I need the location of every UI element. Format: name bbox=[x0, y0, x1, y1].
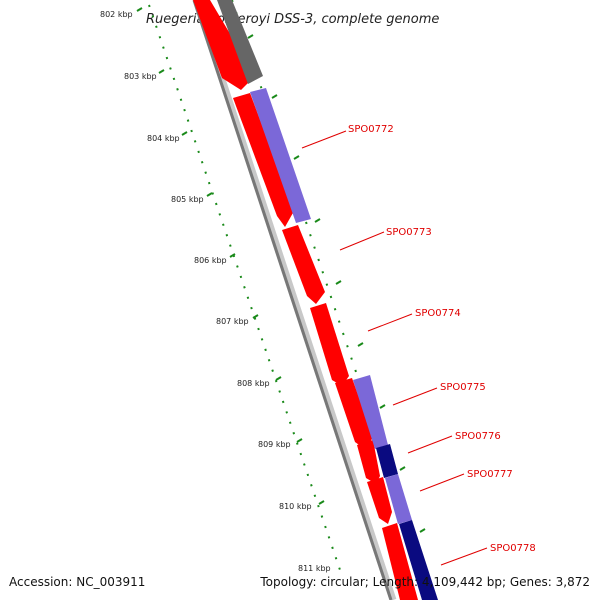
tick-mark bbox=[158, 69, 165, 74]
genome-title: Ruegeria pomeroyi DSS-3, complete genome bbox=[146, 12, 439, 27]
gene-label[interactable]: SPO0775 bbox=[440, 382, 486, 393]
kbp-label: 802 kbp bbox=[100, 10, 133, 19]
tick-mark bbox=[296, 438, 303, 443]
cds-forward[interactable] bbox=[357, 440, 380, 484]
gene-label[interactable]: SPO0778 bbox=[490, 543, 536, 554]
cds-forward[interactable] bbox=[382, 523, 418, 600]
cds-forward[interactable] bbox=[310, 303, 349, 386]
cds-reverse[interactable] bbox=[353, 375, 388, 449]
cds-forward[interactable] bbox=[193, 0, 255, 90]
gene-label[interactable]: SPO0777 bbox=[467, 469, 513, 480]
genome-backbone bbox=[192, 0, 397, 600]
kbp-label: 804 kbp bbox=[147, 134, 180, 143]
gene-label[interactable]: SPO0774 bbox=[415, 308, 461, 319]
kbp-label: 810 kbp bbox=[279, 502, 312, 511]
scale-ticks: 802 kbp 803 kbp 804 kbp 805 kbp 806 kbp … bbox=[100, 7, 331, 573]
reverse-cds-track bbox=[217, 0, 438, 600]
accession-text: Accession: NC_003911 bbox=[9, 575, 146, 589]
genome-stats-text: Topology: circular; Length: 4,109,442 bp… bbox=[260, 575, 590, 589]
cds-dark[interactable] bbox=[399, 520, 438, 600]
tick-mark bbox=[181, 131, 188, 136]
cds-forward[interactable] bbox=[233, 93, 294, 227]
tick-mark bbox=[318, 500, 325, 505]
scale-ruler-inner bbox=[148, 4, 341, 571]
forward-cds-track bbox=[193, 0, 418, 600]
cds-reverse[interactable] bbox=[250, 88, 311, 223]
tick-mark bbox=[252, 314, 259, 319]
gene-label[interactable]: SPO0773 bbox=[386, 227, 432, 238]
cds-forward[interactable] bbox=[282, 225, 325, 304]
tick-mark bbox=[206, 192, 213, 197]
cds-reverse[interactable] bbox=[385, 474, 412, 524]
kbp-label: 806 kbp bbox=[194, 256, 227, 265]
cds-grey[interactable] bbox=[217, 0, 263, 84]
kbp-label: 807 kbp bbox=[216, 317, 249, 326]
outer-ticks bbox=[247, 34, 426, 533]
kbp-label: 808 kbp bbox=[237, 379, 270, 388]
kbp-label: 809 kbp bbox=[258, 440, 291, 449]
tick-mark bbox=[275, 376, 282, 381]
cds-forward[interactable] bbox=[367, 477, 392, 524]
gene-labels: SPO0772 SPO0773 SPO0774 SPO0775 SPO0776 … bbox=[301, 124, 536, 566]
gene-label[interactable]: SPO0772 bbox=[348, 124, 394, 135]
kbp-label: 803 kbp bbox=[124, 72, 157, 81]
tick-mark bbox=[229, 253, 236, 258]
kbp-label: 811 kbp bbox=[298, 564, 331, 573]
kbp-label: 805 kbp bbox=[171, 195, 204, 204]
tick-mark bbox=[136, 7, 143, 12]
gene-label[interactable]: SPO0776 bbox=[455, 431, 501, 442]
cds-forward[interactable] bbox=[335, 378, 373, 450]
cds-dark[interactable] bbox=[376, 444, 398, 478]
